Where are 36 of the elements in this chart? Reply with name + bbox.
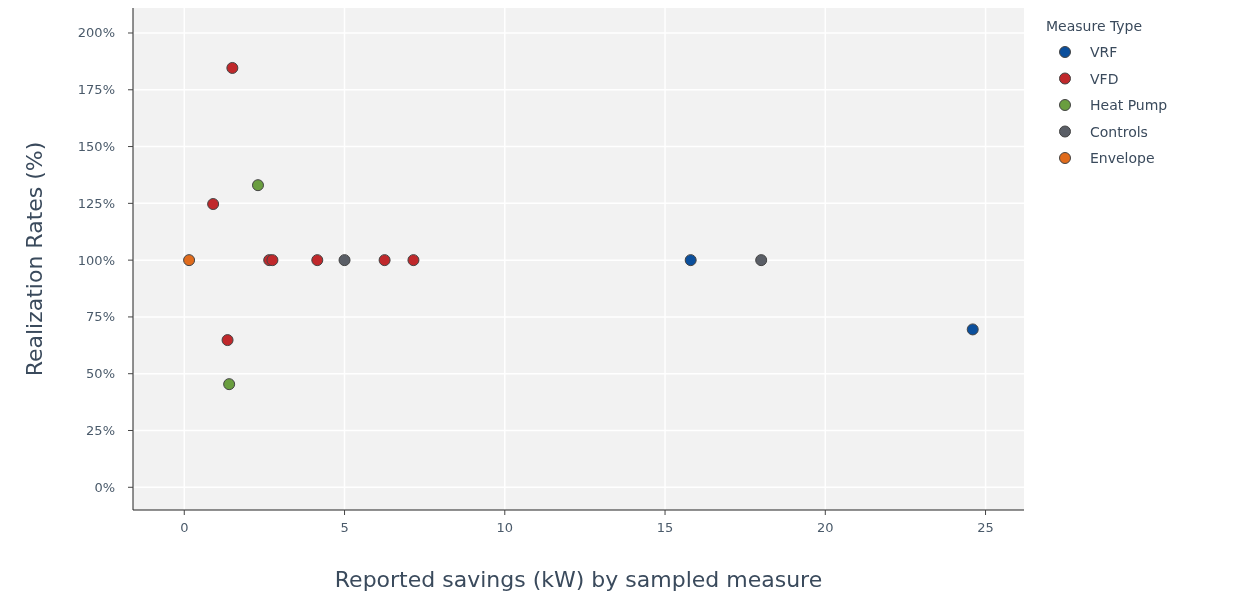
x-tick-label: 5 [340,520,349,535]
y-tick-label: 100% [77,252,115,268]
point [966,323,979,336]
point [378,254,391,267]
x-tick-label: 25 [977,520,994,535]
y-tick-label: 175% [77,82,115,98]
legend-label: Heat Pump [1090,97,1168,113]
legend-label: Controls [1090,123,1148,140]
y-tick-label: 150% [77,139,115,155]
point [226,61,239,74]
y-tick-label: 125% [77,195,115,211]
x-axis-title: Reported savings (kW) by sampled measure [334,567,823,592]
x-tick-label: 0 [180,520,189,535]
legend-label: VFD [1090,70,1119,87]
point [252,179,264,192]
x-tick-label: 15 [656,520,674,535]
y-axis-title: Realization Rates (%) [22,141,47,377]
point [338,254,351,267]
y-tick-label: 200% [77,25,115,41]
point [755,254,768,267]
y-tick-label: 0% [94,479,115,495]
legend-label: VRF [1090,44,1118,60]
point [407,254,420,267]
x-tick-label: 20 [817,520,834,535]
legend-label: Envelope [1090,150,1155,166]
y-tick-label: 75% [86,309,115,325]
point [183,254,196,267]
point [311,254,324,267]
legend-title: Measure Type [1046,18,1143,34]
point [684,254,697,267]
point [207,198,220,211]
point [223,378,236,391]
point [221,334,234,347]
x-tick-label: 10 [496,520,514,535]
y-tick-label: 25% [86,423,115,438]
y-tick-label: 50% [86,366,115,382]
